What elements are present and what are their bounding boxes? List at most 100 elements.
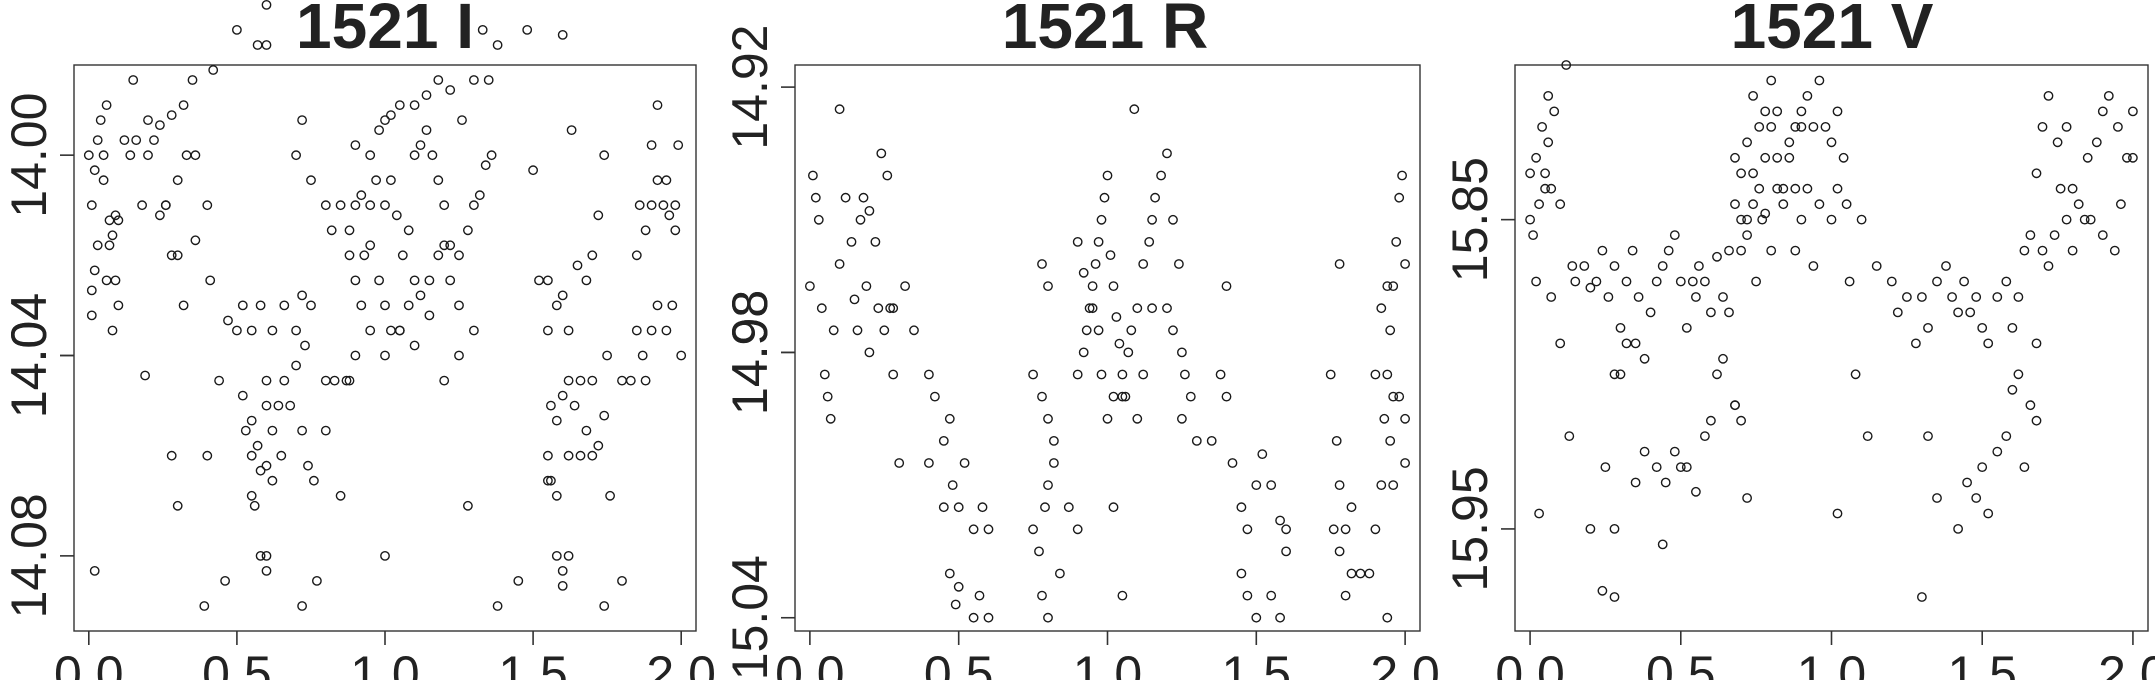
data-point bbox=[534, 275, 544, 286]
data-point bbox=[1096, 369, 1107, 380]
data-point bbox=[2055, 183, 2066, 194]
data-point bbox=[1370, 524, 1381, 535]
data-point bbox=[2112, 122, 2123, 132]
data-point bbox=[1730, 152, 1740, 163]
data-point bbox=[380, 200, 390, 211]
data-point bbox=[849, 294, 860, 305]
data-point bbox=[1105, 250, 1116, 261]
data-point bbox=[640, 225, 651, 236]
data-point bbox=[285, 400, 296, 411]
data-point bbox=[1102, 170, 1113, 181]
data-points bbox=[805, 104, 1411, 623]
data-point bbox=[1334, 546, 1345, 557]
data-point bbox=[557, 566, 568, 576]
data-point bbox=[950, 599, 961, 610]
data-point bbox=[1382, 612, 1393, 623]
data-point bbox=[350, 350, 361, 361]
data-point bbox=[846, 236, 857, 247]
data-point bbox=[1911, 338, 1921, 349]
data-point bbox=[1947, 292, 1958, 302]
data-point bbox=[255, 465, 266, 476]
x-tick-label: 2.0 bbox=[646, 646, 716, 680]
data-point bbox=[397, 250, 408, 261]
data-point bbox=[1251, 612, 1262, 623]
data-point bbox=[528, 165, 538, 176]
data-point bbox=[1597, 585, 1608, 596]
data-point bbox=[870, 236, 881, 247]
data-point bbox=[1132, 303, 1143, 314]
data-point bbox=[1334, 259, 1345, 269]
data-point bbox=[160, 200, 171, 211]
data-point bbox=[2082, 152, 2093, 163]
data-point bbox=[1766, 245, 1777, 256]
data-point bbox=[599, 150, 610, 161]
data-point bbox=[1567, 261, 1578, 271]
data-point bbox=[252, 40, 263, 50]
data-point bbox=[98, 175, 109, 186]
data-point bbox=[1971, 292, 1982, 302]
data-point bbox=[2049, 230, 2060, 241]
data-point bbox=[1700, 431, 1710, 441]
data-point bbox=[1555, 338, 1566, 349]
data-point bbox=[1706, 415, 1716, 426]
data-point bbox=[365, 200, 376, 211]
data-point bbox=[2037, 245, 2048, 256]
data-point bbox=[1992, 292, 2003, 302]
data-point bbox=[468, 200, 479, 211]
data-point bbox=[1838, 152, 1849, 163]
data-point bbox=[882, 170, 893, 181]
data-point bbox=[2031, 415, 2042, 426]
data-point bbox=[320, 425, 331, 436]
data-point bbox=[2001, 276, 2012, 287]
data-points bbox=[1525, 60, 2138, 602]
data-point bbox=[208, 65, 219, 75]
data-point bbox=[119, 135, 130, 146]
data-point bbox=[1037, 590, 1047, 601]
data-point bbox=[409, 150, 420, 161]
data-point bbox=[1651, 276, 1662, 287]
data-point bbox=[1962, 477, 1973, 488]
data-point bbox=[303, 460, 313, 471]
data-point bbox=[2091, 137, 2102, 148]
data-point bbox=[1028, 524, 1039, 535]
data-point bbox=[959, 458, 970, 468]
data-point bbox=[1376, 480, 1387, 490]
data-point bbox=[900, 281, 910, 291]
data-point bbox=[1525, 168, 1536, 179]
data-point bbox=[1953, 524, 1964, 534]
data-point bbox=[356, 190, 367, 201]
data-point bbox=[1784, 152, 1795, 163]
data-point bbox=[1902, 292, 1912, 302]
data-point bbox=[1570, 276, 1581, 287]
data-point bbox=[646, 325, 657, 336]
data-point bbox=[1394, 192, 1405, 203]
data-point bbox=[652, 100, 663, 111]
data-point bbox=[1630, 477, 1641, 488]
data-point bbox=[409, 340, 420, 351]
data-point bbox=[825, 413, 836, 424]
data-point bbox=[816, 303, 827, 314]
data-point bbox=[1706, 307, 1716, 318]
data-point bbox=[205, 275, 216, 286]
data-point bbox=[344, 225, 355, 236]
data-point bbox=[1117, 369, 1128, 380]
data-point bbox=[86, 310, 97, 321]
data-point bbox=[1111, 312, 1122, 322]
data-point bbox=[828, 325, 839, 336]
data-point bbox=[1917, 592, 1927, 602]
data-point bbox=[1028, 369, 1039, 380]
data-point bbox=[83, 150, 94, 161]
x-tick-label: 0.5 bbox=[924, 646, 994, 680]
data-point bbox=[359, 250, 370, 261]
data-point bbox=[1043, 413, 1053, 424]
data-point bbox=[888, 303, 899, 314]
x-tick-label: 2.0 bbox=[1370, 646, 1440, 680]
data-point bbox=[834, 259, 845, 269]
data-point bbox=[306, 175, 316, 186]
data-point bbox=[1700, 276, 1710, 287]
data-point bbox=[1546, 183, 1557, 194]
data-point bbox=[421, 125, 432, 136]
data-point bbox=[1754, 183, 1765, 194]
